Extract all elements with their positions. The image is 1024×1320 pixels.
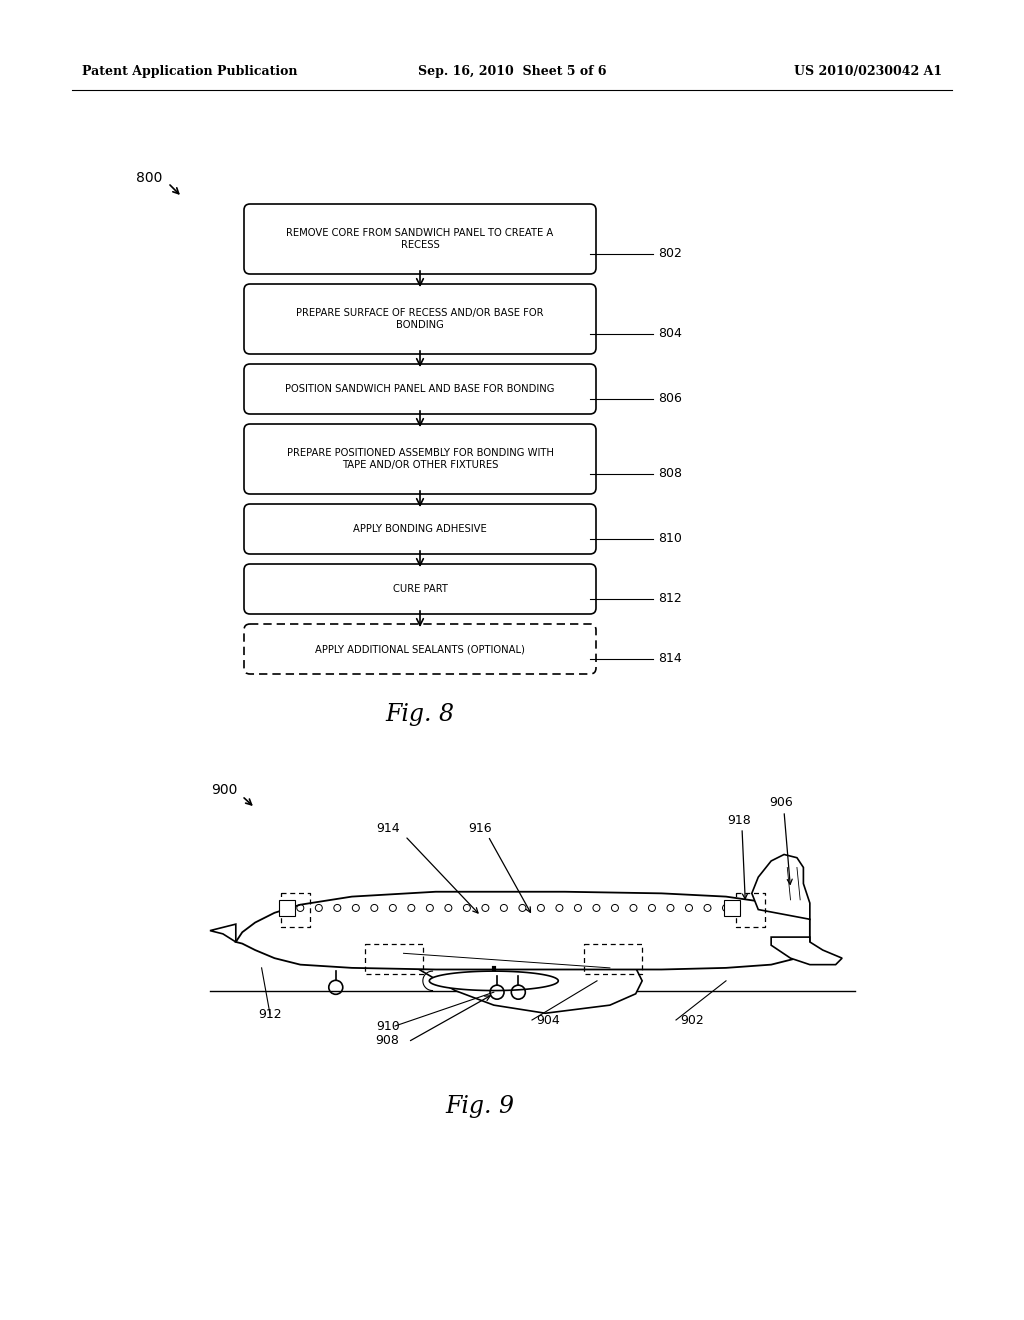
Text: 814: 814 xyxy=(658,652,682,665)
FancyBboxPatch shape xyxy=(244,284,596,354)
Text: 800: 800 xyxy=(135,172,162,185)
FancyBboxPatch shape xyxy=(244,504,596,554)
FancyBboxPatch shape xyxy=(724,900,740,916)
Text: 902: 902 xyxy=(680,1014,703,1027)
FancyBboxPatch shape xyxy=(280,900,295,916)
Text: 802: 802 xyxy=(658,247,682,260)
Text: 900: 900 xyxy=(212,783,238,797)
FancyBboxPatch shape xyxy=(244,364,596,414)
Text: REMOVE CORE FROM SANDWICH PANEL TO CREATE A
RECESS: REMOVE CORE FROM SANDWICH PANEL TO CREAT… xyxy=(287,228,554,249)
Text: 908: 908 xyxy=(375,1034,399,1047)
Text: CURE PART: CURE PART xyxy=(392,583,447,594)
Text: 912: 912 xyxy=(258,1007,282,1020)
Text: PREPARE SURFACE OF RECESS AND/OR BASE FOR
BONDING: PREPARE SURFACE OF RECESS AND/OR BASE FO… xyxy=(296,308,544,330)
Polygon shape xyxy=(771,937,842,965)
Text: Fig. 8: Fig. 8 xyxy=(385,704,455,726)
Polygon shape xyxy=(752,854,810,919)
Text: 910: 910 xyxy=(376,1019,399,1032)
Text: 804: 804 xyxy=(658,327,682,341)
FancyBboxPatch shape xyxy=(244,624,596,675)
Text: 916: 916 xyxy=(468,821,492,834)
Polygon shape xyxy=(429,972,558,990)
Text: Fig. 9: Fig. 9 xyxy=(445,1096,514,1118)
Text: 806: 806 xyxy=(658,392,682,405)
Text: 914: 914 xyxy=(377,821,400,834)
Text: APPLY ADDITIONAL SEALANTS (OPTIONAL): APPLY ADDITIONAL SEALANTS (OPTIONAL) xyxy=(315,644,525,653)
Text: PREPARE POSITIONED ASSEMBLY FOR BONDING WITH
TAPE AND/OR OTHER FIXTURES: PREPARE POSITIONED ASSEMBLY FOR BONDING … xyxy=(287,449,553,470)
Text: Patent Application Publication: Patent Application Publication xyxy=(82,66,298,78)
Text: 808: 808 xyxy=(658,467,682,480)
Text: 906: 906 xyxy=(769,796,793,808)
Text: Sep. 16, 2010  Sheet 5 of 6: Sep. 16, 2010 Sheet 5 of 6 xyxy=(418,66,606,78)
Text: US 2010/0230042 A1: US 2010/0230042 A1 xyxy=(794,66,942,78)
Polygon shape xyxy=(403,949,642,1014)
Text: 904: 904 xyxy=(536,1014,560,1027)
FancyBboxPatch shape xyxy=(244,424,596,494)
Polygon shape xyxy=(210,924,236,942)
Text: APPLY BONDING ADHESIVE: APPLY BONDING ADHESIVE xyxy=(353,524,486,535)
FancyBboxPatch shape xyxy=(244,205,596,275)
Polygon shape xyxy=(236,892,810,969)
Text: 810: 810 xyxy=(658,532,682,545)
Text: POSITION SANDWICH PANEL AND BASE FOR BONDING: POSITION SANDWICH PANEL AND BASE FOR BON… xyxy=(286,384,555,393)
Text: 918: 918 xyxy=(727,813,751,826)
FancyBboxPatch shape xyxy=(244,564,596,614)
Text: 812: 812 xyxy=(658,591,682,605)
